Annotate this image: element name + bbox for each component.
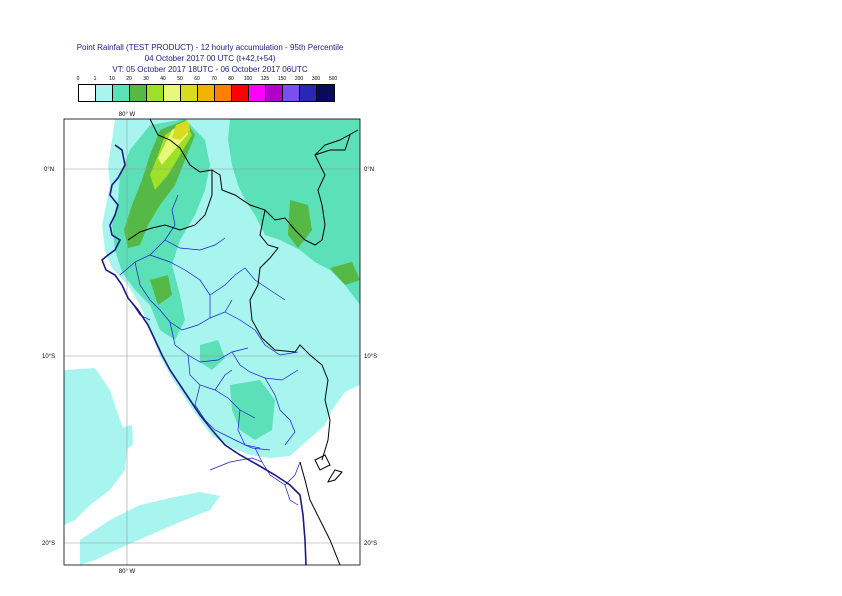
precip-band-20-30-b [288,200,312,248]
coastline [101,144,307,565]
legend-swatch [283,85,300,101]
legend-swatch [181,85,198,101]
legend-swatch [79,85,96,101]
admin-boundaries [119,194,301,506]
legend-tick-label: 100 [243,76,253,82]
precip-ocean-1 [64,368,128,525]
legend-tick-label: 500 [328,76,338,82]
legend-swatch [317,85,334,101]
legend-tick-label: 60 [194,76,200,82]
precip-band-10-20-spot [200,340,225,370]
lat-label-right-0: 0°N [364,167,374,173]
precip-ocean-2 [80,492,220,565]
legend-swatch [96,85,113,101]
legend-tick-label: 200 [294,76,304,82]
lat-label-right-2: 20°S [364,541,377,547]
legend-swatch [232,85,249,101]
legend-swatch [249,85,266,101]
legend-swatch [300,85,317,101]
lat-label-left-2: 20°S [42,541,55,547]
legend-tick-label: 0 [76,76,80,82]
color-legend [78,84,335,102]
precip-band-20-30-c [150,275,172,305]
legend-tick-label: 20 [126,76,132,82]
legend-tick-label: 300 [311,76,321,82]
lat-label-right-1: 10°S [364,354,377,360]
legend-tick-label: 70 [211,76,217,82]
legend-swatch [130,85,147,101]
precip-band-20-30-d [330,262,360,285]
precip-layer [64,119,360,565]
legend-tick-label: 1 [93,76,97,82]
legend-swatch [215,85,232,101]
precip-band-10-20-south [230,380,275,440]
precip-ocean-4 [120,425,133,450]
precip-band-50-60 [172,120,190,140]
legend-tick-label: 30 [143,76,149,82]
lon-label-top: 80° W [119,112,136,118]
map-frame [63,118,361,566]
run-time-label: 04 October 2017 00 UTC (t+42,t+54) [144,54,276,63]
map-title: Point Rainfall (TEST PRODUCT) - 12 hourl… [76,43,344,52]
lat-label-left-0: 0°N [44,167,54,173]
national-borders [127,119,359,565]
lat-label-left-1: 10°S [42,354,55,360]
legend-tick-label: 125 [260,76,270,82]
legend-tick-label: 40 [160,76,166,82]
legend-swatch [147,85,164,101]
legend-tick-label: 10 [109,76,115,82]
legend-labels: 0 1 10 20 30 40 50 60 70 80 100 125 150 200 300 500 [60,76,360,85]
validity-time-label: VT: 05 October 2017 18UTC - 06 October 2… [112,65,308,74]
legend-swatch [113,85,130,101]
legend-tick-label: 150 [277,76,287,82]
legend-tick-label: 80 [228,76,234,82]
legend-swatch [266,85,283,101]
lon-label-bottom: 80° W [119,569,136,575]
legend-tick-label: 50 [177,76,183,82]
legend-swatch [198,85,215,101]
legend-swatch [164,85,181,101]
precip-ocean-3 [64,430,90,490]
precip-band-10-20-west [112,119,210,340]
